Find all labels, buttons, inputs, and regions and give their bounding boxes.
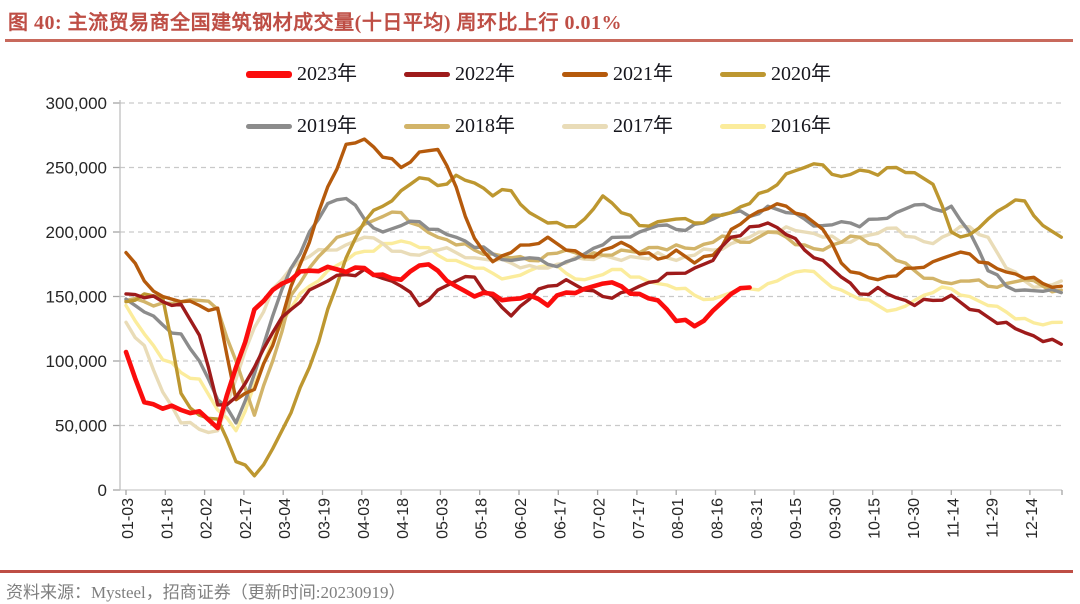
x-axis-label: 10-30 bbox=[906, 498, 923, 539]
x-axis-label: 03-04 bbox=[277, 498, 294, 539]
legend-label: 2016年 bbox=[771, 115, 831, 137]
x-axis-label: 04-03 bbox=[356, 498, 373, 539]
legend-swatch bbox=[246, 123, 292, 129]
legend-swatch bbox=[404, 71, 450, 77]
x-axis-label: 02-17 bbox=[238, 498, 255, 539]
x-axis-label: 12-14 bbox=[1024, 498, 1041, 539]
legend-swatch bbox=[404, 123, 450, 129]
chart-legend-row-2: 2019年 2018年 2017年 2016年 bbox=[246, 113, 878, 139]
y-axis-label: 200,000 bbox=[46, 223, 107, 242]
x-axis-label: 09-30 bbox=[827, 498, 844, 539]
x-axis-label: 01-18 bbox=[159, 498, 176, 539]
legend-swatch bbox=[562, 123, 608, 129]
legend-label: 2022年 bbox=[455, 63, 515, 85]
x-axis-label: 05-03 bbox=[434, 498, 451, 539]
x-axis-label: 11-14 bbox=[945, 498, 962, 538]
source-note: 资料来源：Mysteel，招商证券（更新时间:20230919） bbox=[6, 583, 406, 602]
legend-item-2021: 2021年 bbox=[562, 61, 720, 87]
y-axis-label: 0 bbox=[98, 481, 107, 500]
y-axis-label: 300,000 bbox=[46, 94, 107, 113]
legend-label: 2017年 bbox=[613, 115, 673, 137]
x-axis-label: 06-02 bbox=[513, 498, 530, 539]
x-axis-label: 08-16 bbox=[710, 498, 727, 539]
footer-rule bbox=[0, 570, 1073, 573]
chart-legend-row-1: 2023年 2022年 2021年 2020年 bbox=[246, 61, 878, 87]
series-line-2019 bbox=[124, 196, 1064, 425]
legend-label: 2023年 bbox=[297, 63, 357, 85]
x-axis-label: 08-01 bbox=[670, 498, 687, 539]
y-axis-label: 250,000 bbox=[46, 159, 107, 178]
legend-swatch bbox=[720, 123, 766, 129]
series-line-2023 bbox=[123, 262, 752, 431]
legend-swatch bbox=[246, 70, 292, 78]
x-axis-label: 02-02 bbox=[199, 498, 216, 539]
legend-swatch bbox=[720, 71, 766, 77]
legend-item-2019: 2019年 bbox=[246, 113, 404, 139]
series-line-2020 bbox=[124, 162, 1064, 478]
legend-item-2023: 2023年 bbox=[246, 61, 404, 87]
x-axis-label: 04-18 bbox=[395, 498, 412, 539]
x-axis-label: 03-19 bbox=[317, 498, 334, 539]
legend-item-2018: 2018年 bbox=[404, 113, 562, 139]
legend-label: 2018年 bbox=[455, 115, 515, 137]
legend-label: 2021年 bbox=[613, 63, 673, 85]
figure-title: 图 40: 主流贸易商全国建筑钢材成交量(十日平均) 周环比上行 0.01% bbox=[8, 12, 622, 34]
legend-item-2020: 2020年 bbox=[720, 61, 878, 87]
title-underline bbox=[5, 39, 1073, 42]
y-axis-label: 100,000 bbox=[46, 352, 107, 371]
y-axis-label: 150,000 bbox=[46, 288, 107, 307]
x-axis-label: 07-17 bbox=[631, 498, 648, 539]
x-axis-label: 11-29 bbox=[985, 498, 1002, 538]
series-line-2017 bbox=[124, 224, 1064, 435]
x-axis-label: 05-18 bbox=[474, 498, 491, 539]
x-axis-label: 01-03 bbox=[120, 498, 137, 539]
series-line-2018 bbox=[124, 210, 1064, 417]
x-axis-label: 06-17 bbox=[552, 498, 569, 539]
legend-item-2022: 2022年 bbox=[404, 61, 562, 87]
x-axis-label: 10-15 bbox=[867, 498, 884, 539]
y-axis-label: 50,000 bbox=[55, 417, 107, 436]
legend-label: 2019年 bbox=[297, 115, 357, 137]
x-axis-label: 09-15 bbox=[788, 498, 805, 539]
x-axis-label: 08-31 bbox=[749, 498, 766, 539]
legend-swatch bbox=[562, 71, 608, 77]
legend-item-2017: 2017年 bbox=[562, 113, 720, 139]
x-axis-label: 07-02 bbox=[592, 498, 609, 539]
legend-item-2016: 2016年 bbox=[720, 113, 878, 139]
series-line-2022 bbox=[124, 221, 1064, 407]
legend-label: 2020年 bbox=[771, 63, 831, 85]
